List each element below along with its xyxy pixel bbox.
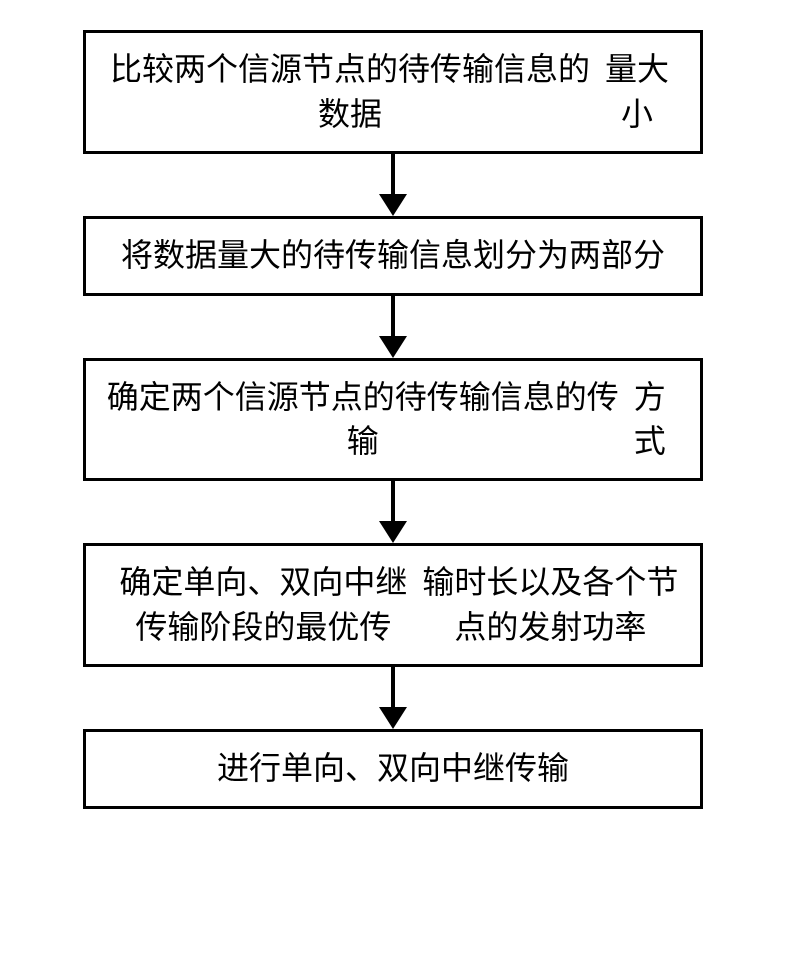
arrow-line bbox=[391, 667, 395, 707]
flowchart-arrow bbox=[379, 296, 407, 358]
flowchart-arrow bbox=[379, 481, 407, 543]
node-text-line: 方式 bbox=[620, 375, 680, 465]
node-text-line: 量大小 bbox=[594, 47, 680, 137]
flowchart-container: 比较两个信源节点的待传输信息的数据量大小将数据量大的待传输信息划分为两部分确定两… bbox=[83, 30, 703, 809]
flowchart-arrow bbox=[379, 667, 407, 729]
flowchart-node-n5: 进行单向、双向中继传输 bbox=[83, 729, 703, 809]
node-text-line: 输时长以及各个节点的发射功率 bbox=[421, 560, 680, 650]
arrow-head-icon bbox=[379, 194, 407, 216]
node-text-line: 比较两个信源节点的待传输信息的数据 bbox=[106, 47, 594, 137]
arrow-head-icon bbox=[379, 707, 407, 729]
arrow-line bbox=[391, 296, 395, 336]
arrow-head-icon bbox=[379, 336, 407, 358]
flowchart-node-n2: 将数据量大的待传输信息划分为两部分 bbox=[83, 216, 703, 296]
arrow-head-icon bbox=[379, 521, 407, 543]
arrow-line bbox=[391, 154, 395, 194]
node-text-line: 进行单向、双向中继传输 bbox=[217, 746, 569, 791]
node-text-line: 确定单向、双向中继传输阶段的最优传 bbox=[106, 560, 421, 650]
flowchart-node-n4: 确定单向、双向中继传输阶段的最优传输时长以及各个节点的发射功率 bbox=[83, 543, 703, 667]
arrow-line bbox=[391, 481, 395, 521]
node-text-line: 将数据量大的待传输信息划分为两部分 bbox=[121, 233, 665, 278]
node-text-line: 确定两个信源节点的待传输信息的传输 bbox=[106, 375, 620, 465]
flowchart-arrow bbox=[379, 154, 407, 216]
flowchart-node-n1: 比较两个信源节点的待传输信息的数据量大小 bbox=[83, 30, 703, 154]
flowchart-node-n3: 确定两个信源节点的待传输信息的传输方式 bbox=[83, 358, 703, 482]
